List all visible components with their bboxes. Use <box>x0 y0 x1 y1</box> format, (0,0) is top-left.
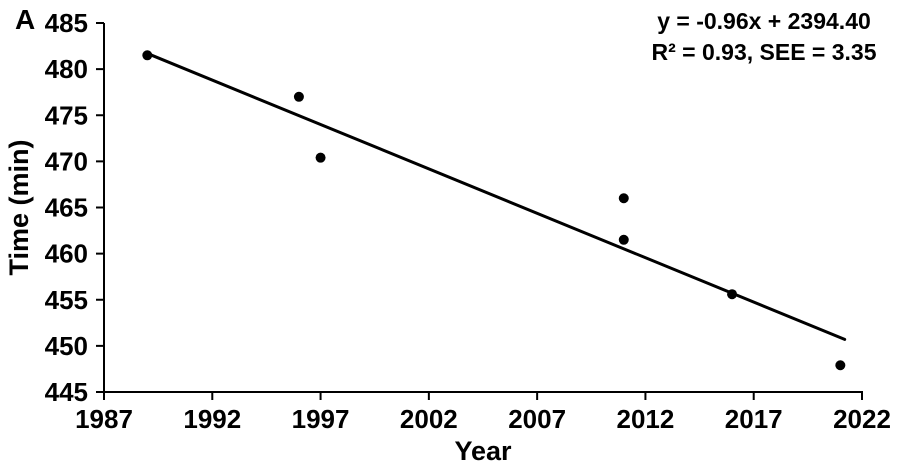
data-point <box>835 360 846 371</box>
y-tick-label: 460 <box>45 239 88 269</box>
x-tick-label: 2007 <box>508 404 566 434</box>
y-tick-label: 450 <box>45 331 88 361</box>
x-tick-label: 2012 <box>617 404 675 434</box>
x-tick-label: 1997 <box>292 404 350 434</box>
y-tick-label: 455 <box>45 285 88 315</box>
y-tick-label: 485 <box>45 8 88 38</box>
x-tick-label: 2017 <box>725 404 783 434</box>
data-point <box>142 50 153 61</box>
data-point <box>293 91 304 102</box>
y-axis-title: Time (min) <box>4 139 34 275</box>
x-tick-label: 2002 <box>400 404 458 434</box>
regression-equation-text: y = -0.96x + 2394.40 <box>657 8 871 34</box>
y-tick-label: 465 <box>45 193 88 223</box>
panel-label: A <box>15 4 36 35</box>
y-tick-label: 480 <box>45 54 88 84</box>
y-tick-label: 470 <box>45 146 88 176</box>
x-tick-label: 1992 <box>183 404 241 434</box>
data-point <box>727 289 738 300</box>
regression-stats-text: R² = 0.93, SEE = 3.35 <box>651 39 877 65</box>
data-point <box>618 234 629 245</box>
regression-annotation: y = -0.96x + 2394.40 R² = 0.93, SEE = 3.… <box>564 6 915 68</box>
x-axis-title: Year <box>454 436 512 466</box>
regression-line <box>145 51 847 341</box>
y-tick-label: 445 <box>45 377 88 407</box>
x-tick-label: 2022 <box>833 404 891 434</box>
data-point <box>618 193 629 204</box>
y-tick-label: 475 <box>45 100 88 130</box>
data-point <box>315 152 326 163</box>
x-tick-label: 1987 <box>75 404 133 434</box>
